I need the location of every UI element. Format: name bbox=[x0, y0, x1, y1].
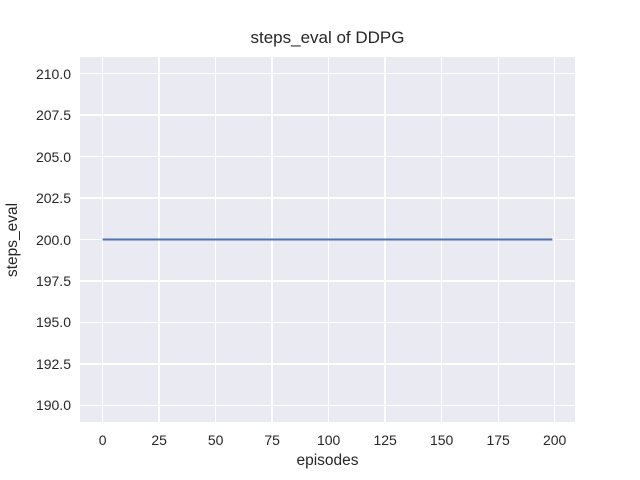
x-tick-label: 50 bbox=[207, 432, 224, 448]
y-gridline bbox=[80, 197, 575, 199]
x-axis-label: episodes bbox=[296, 452, 359, 469]
y-tick-label: 190.0 bbox=[35, 397, 71, 414]
x-tick-label: 125 bbox=[373, 432, 397, 448]
y-tick-label: 210.0 bbox=[35, 65, 71, 82]
y-gridline bbox=[80, 321, 575, 324]
y-tick-label: 192.5 bbox=[35, 355, 71, 372]
plot-area bbox=[80, 57, 575, 422]
y-tick-label: 197.5 bbox=[35, 272, 71, 289]
x-tick-label: 75 bbox=[264, 432, 280, 448]
x-tick-label: 25 bbox=[151, 432, 167, 448]
y-tick-label: 207.5 bbox=[35, 107, 71, 124]
x-tick-label: 0 bbox=[98, 432, 107, 448]
y-gridline bbox=[80, 72, 575, 75]
x-tick-label: 175 bbox=[486, 432, 510, 448]
y-tick-label: 202.5 bbox=[35, 190, 71, 207]
y-gridline bbox=[80, 155, 575, 158]
y-tick-label: 200.0 bbox=[35, 231, 71, 248]
x-tick-label: 200 bbox=[542, 432, 567, 448]
y-axis-label: steps_eval bbox=[4, 202, 21, 278]
y-tick-label: 205.0 bbox=[35, 148, 71, 165]
x-tick-label: 100 bbox=[316, 432, 341, 448]
chart-title: steps_eval of DDPG bbox=[250, 28, 405, 47]
x-tick-label: 150 bbox=[429, 432, 454, 448]
y-gridline bbox=[80, 114, 575, 116]
y-gridline bbox=[80, 363, 575, 365]
y-tick-label: 195.0 bbox=[35, 314, 71, 331]
y-gridline bbox=[80, 404, 575, 407]
y-gridline bbox=[80, 280, 575, 282]
data-line-layer bbox=[102, 238, 553, 241]
